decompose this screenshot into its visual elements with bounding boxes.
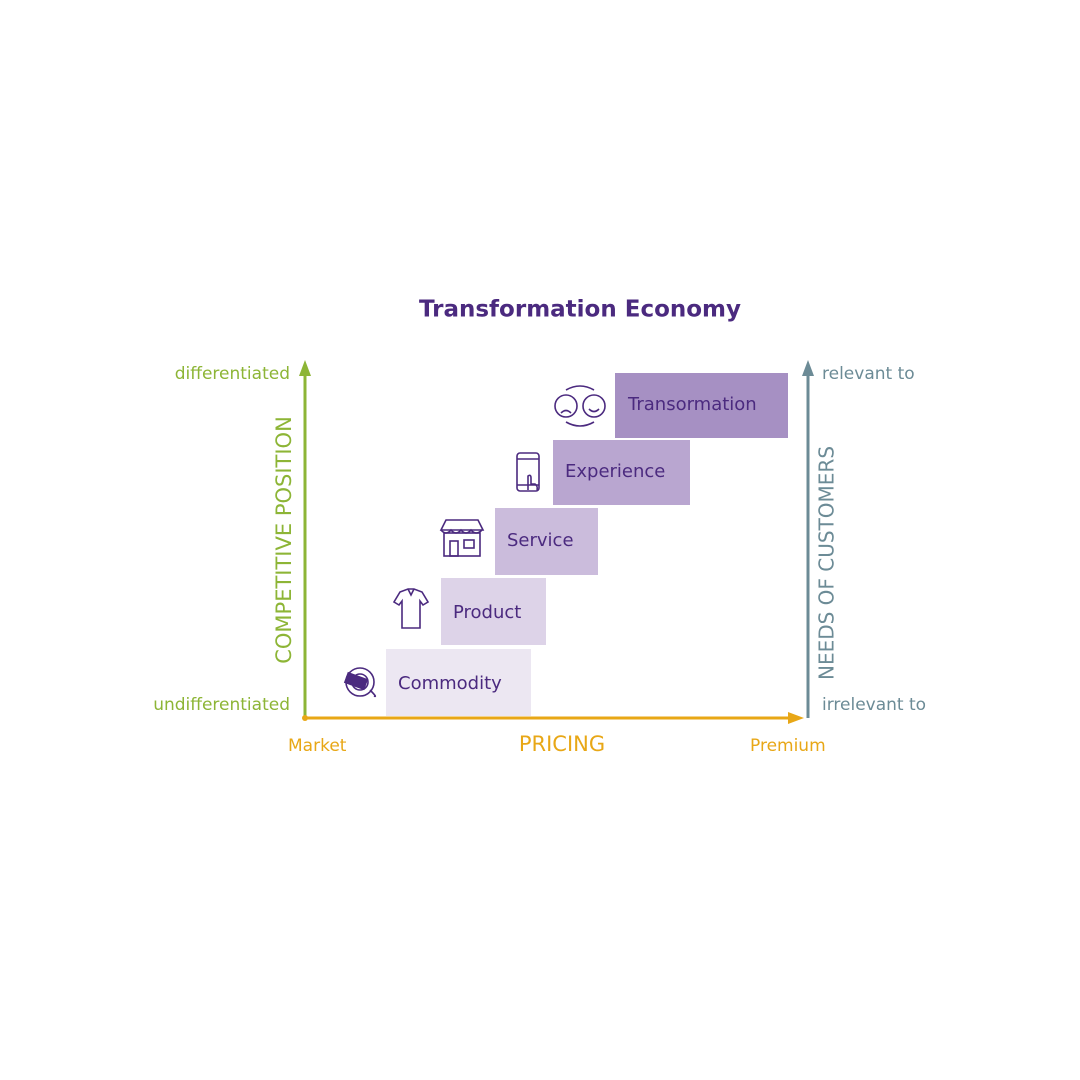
step-box [553, 440, 690, 505]
step-label: Service [507, 530, 574, 551]
step-box [441, 578, 546, 645]
experience-icon [516, 452, 540, 492]
product-icon [392, 588, 430, 629]
commodity-icon [343, 667, 377, 698]
step-label: Experience [565, 461, 665, 482]
service-icon [439, 519, 485, 557]
y2-axis-title: NEEDS OF CUSTOMERS [815, 446, 839, 680]
step-box [386, 649, 531, 716]
step-box [615, 373, 788, 438]
y2-top-label: relevant to [822, 364, 915, 384]
y-arrow [299, 360, 311, 376]
x-axis-title: PRICING [519, 732, 605, 756]
transformation-icon [554, 385, 606, 427]
x-right-label: Premium [750, 736, 826, 756]
step-label: Product [453, 602, 521, 623]
y-top-label: differentiated [175, 364, 290, 384]
title: Transformation Economy [419, 297, 741, 323]
y2-arrow [802, 360, 814, 376]
step-label: Commodity [398, 673, 502, 694]
step-label: Transormation [627, 394, 757, 415]
step-box [495, 508, 598, 575]
y-axis-title: COMPETITIVE POSITION [272, 416, 296, 664]
origin [302, 715, 308, 721]
y-bottom-label: undifferentiated [153, 695, 290, 715]
y2-bottom-label: irrelevant to [822, 695, 926, 715]
x-left-label: Market [288, 736, 347, 756]
x-arrow [788, 712, 804, 724]
